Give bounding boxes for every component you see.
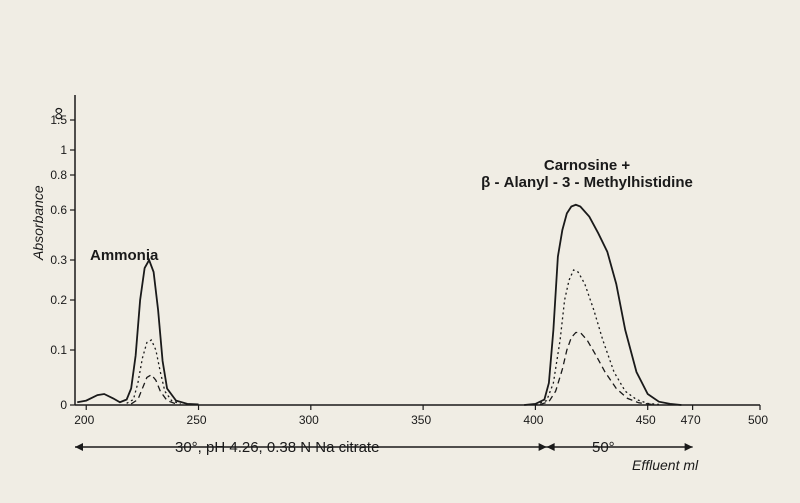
y-tick-label: 0: [60, 398, 67, 412]
y-tick-label: 0.3: [50, 253, 67, 267]
x-tick-label: 500: [748, 413, 768, 427]
peak-label-carnosine: Carnosine + β - Alanyl - 3 - Methylhisti…: [447, 157, 727, 191]
x-tick-label: 400: [523, 413, 543, 427]
carnosine-line2: β - Alanyl - 3 - Methylhistidine: [447, 174, 727, 191]
y-tick-label: 1: [60, 143, 67, 157]
condition-zone2: 50°: [592, 439, 615, 456]
y-tick-label: 1.5: [50, 113, 67, 127]
series-dotted: [127, 270, 659, 404]
x-axis-label: Effluent ml: [632, 457, 698, 473]
y-axis-label: Absorbance: [30, 185, 46, 260]
condition-zone1: 30°, pH 4.26, 0.38 N Na citrate: [175, 439, 379, 456]
x-tick-label: 450: [636, 413, 656, 427]
x-tick-label: 470: [681, 413, 701, 427]
chromatogram-chart: Absorbance ∞ Ammonia Carnosine + β - Ala…: [0, 0, 800, 503]
y-tick-label: 0.2: [50, 293, 67, 307]
x-tick-label: 300: [299, 413, 319, 427]
x-tick-label: 250: [187, 413, 207, 427]
x-tick-label: 350: [411, 413, 431, 427]
carnosine-line1: Carnosine +: [447, 157, 727, 174]
y-tick-label: 0.8: [50, 168, 67, 182]
x-tick-label: 200: [74, 413, 94, 427]
y-tick-label: 0.6: [50, 203, 67, 217]
peak-label-ammonia: Ammonia: [90, 247, 158, 264]
y-tick-label: 0.1: [50, 343, 67, 357]
series-dashed: [131, 333, 652, 405]
series-solid: [77, 205, 681, 405]
